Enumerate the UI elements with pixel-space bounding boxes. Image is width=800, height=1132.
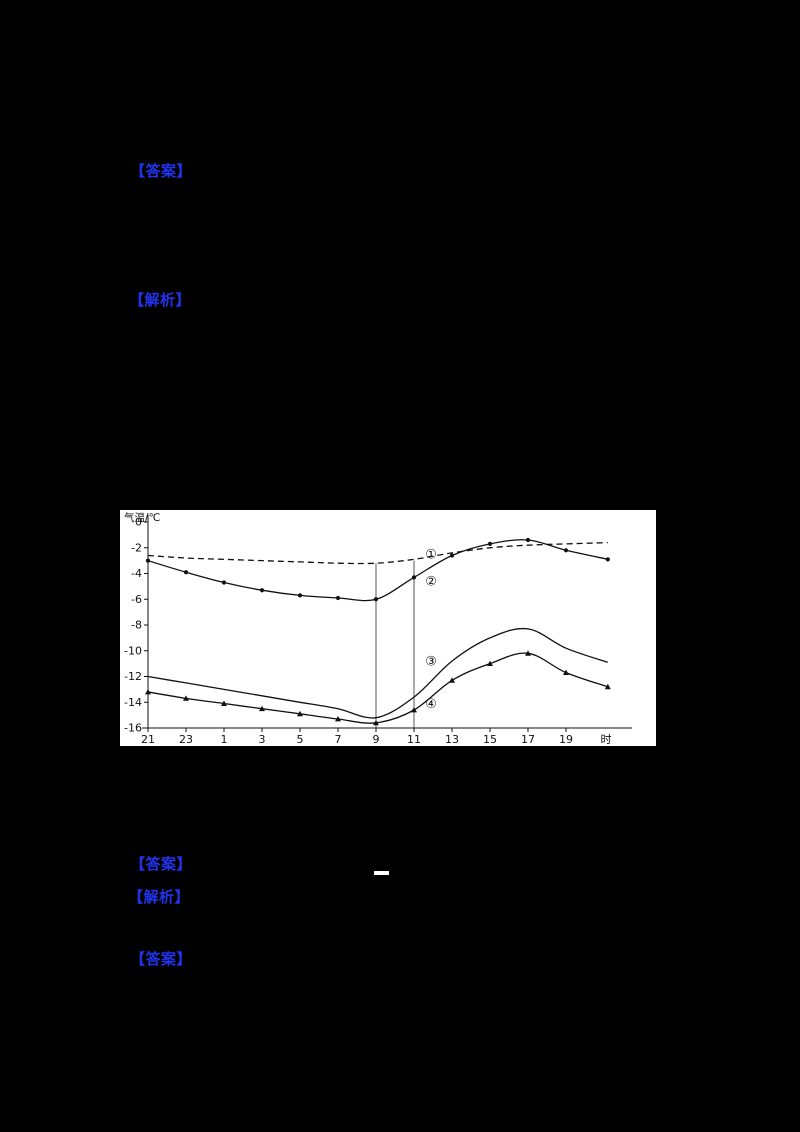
svg-text:15: 15 (483, 733, 497, 746)
svg-text:5: 5 (297, 733, 304, 746)
svg-text:-16: -16 (124, 722, 142, 735)
answer-label-1: 【答案】 (130, 163, 193, 180)
svg-text:-8: -8 (131, 619, 142, 632)
svg-text:3: 3 (259, 733, 266, 746)
svg-text:17: 17 (521, 733, 535, 746)
svg-text:-10: -10 (124, 644, 142, 657)
svg-text:9: 9 (373, 733, 380, 746)
svg-text:-2: -2 (131, 541, 142, 554)
svg-text:7: 7 (335, 733, 342, 746)
svg-text:②: ② (425, 575, 437, 590)
svg-text:13: 13 (445, 733, 459, 746)
svg-text:-12: -12 (124, 670, 142, 683)
fill-in-blank-mark (374, 871, 389, 875)
svg-text:-4: -4 (131, 567, 142, 580)
answer-label-2: 【答案】 (130, 856, 193, 873)
svg-text:①: ① (425, 548, 437, 563)
svg-text:19: 19 (559, 733, 573, 746)
analysis-label-2: 【解析】 (128, 889, 191, 906)
svg-text:1: 1 (221, 733, 228, 746)
temperature-chart-figure: 气温/℃ 0 -2 -4 -6 -8 -10 -12 -14 -16 21 23 1 3 5 7 9 11 13 15… (120, 510, 656, 746)
answer-label-3: 【答案】 (130, 951, 193, 968)
analysis-label-1: 【解析】 (129, 292, 192, 309)
svg-text:④: ④ (425, 697, 437, 712)
svg-text:时: 时 (601, 733, 612, 746)
svg-text:0: 0 (135, 516, 142, 529)
svg-text:23: 23 (179, 733, 193, 746)
svg-text:-6: -6 (131, 593, 142, 606)
svg-text:气温/℃: 气温/℃ (124, 511, 160, 524)
svg-text:21: 21 (141, 733, 155, 746)
svg-text:-14: -14 (124, 696, 142, 709)
svg-text:11: 11 (407, 733, 421, 746)
svg-text:③: ③ (425, 655, 437, 670)
